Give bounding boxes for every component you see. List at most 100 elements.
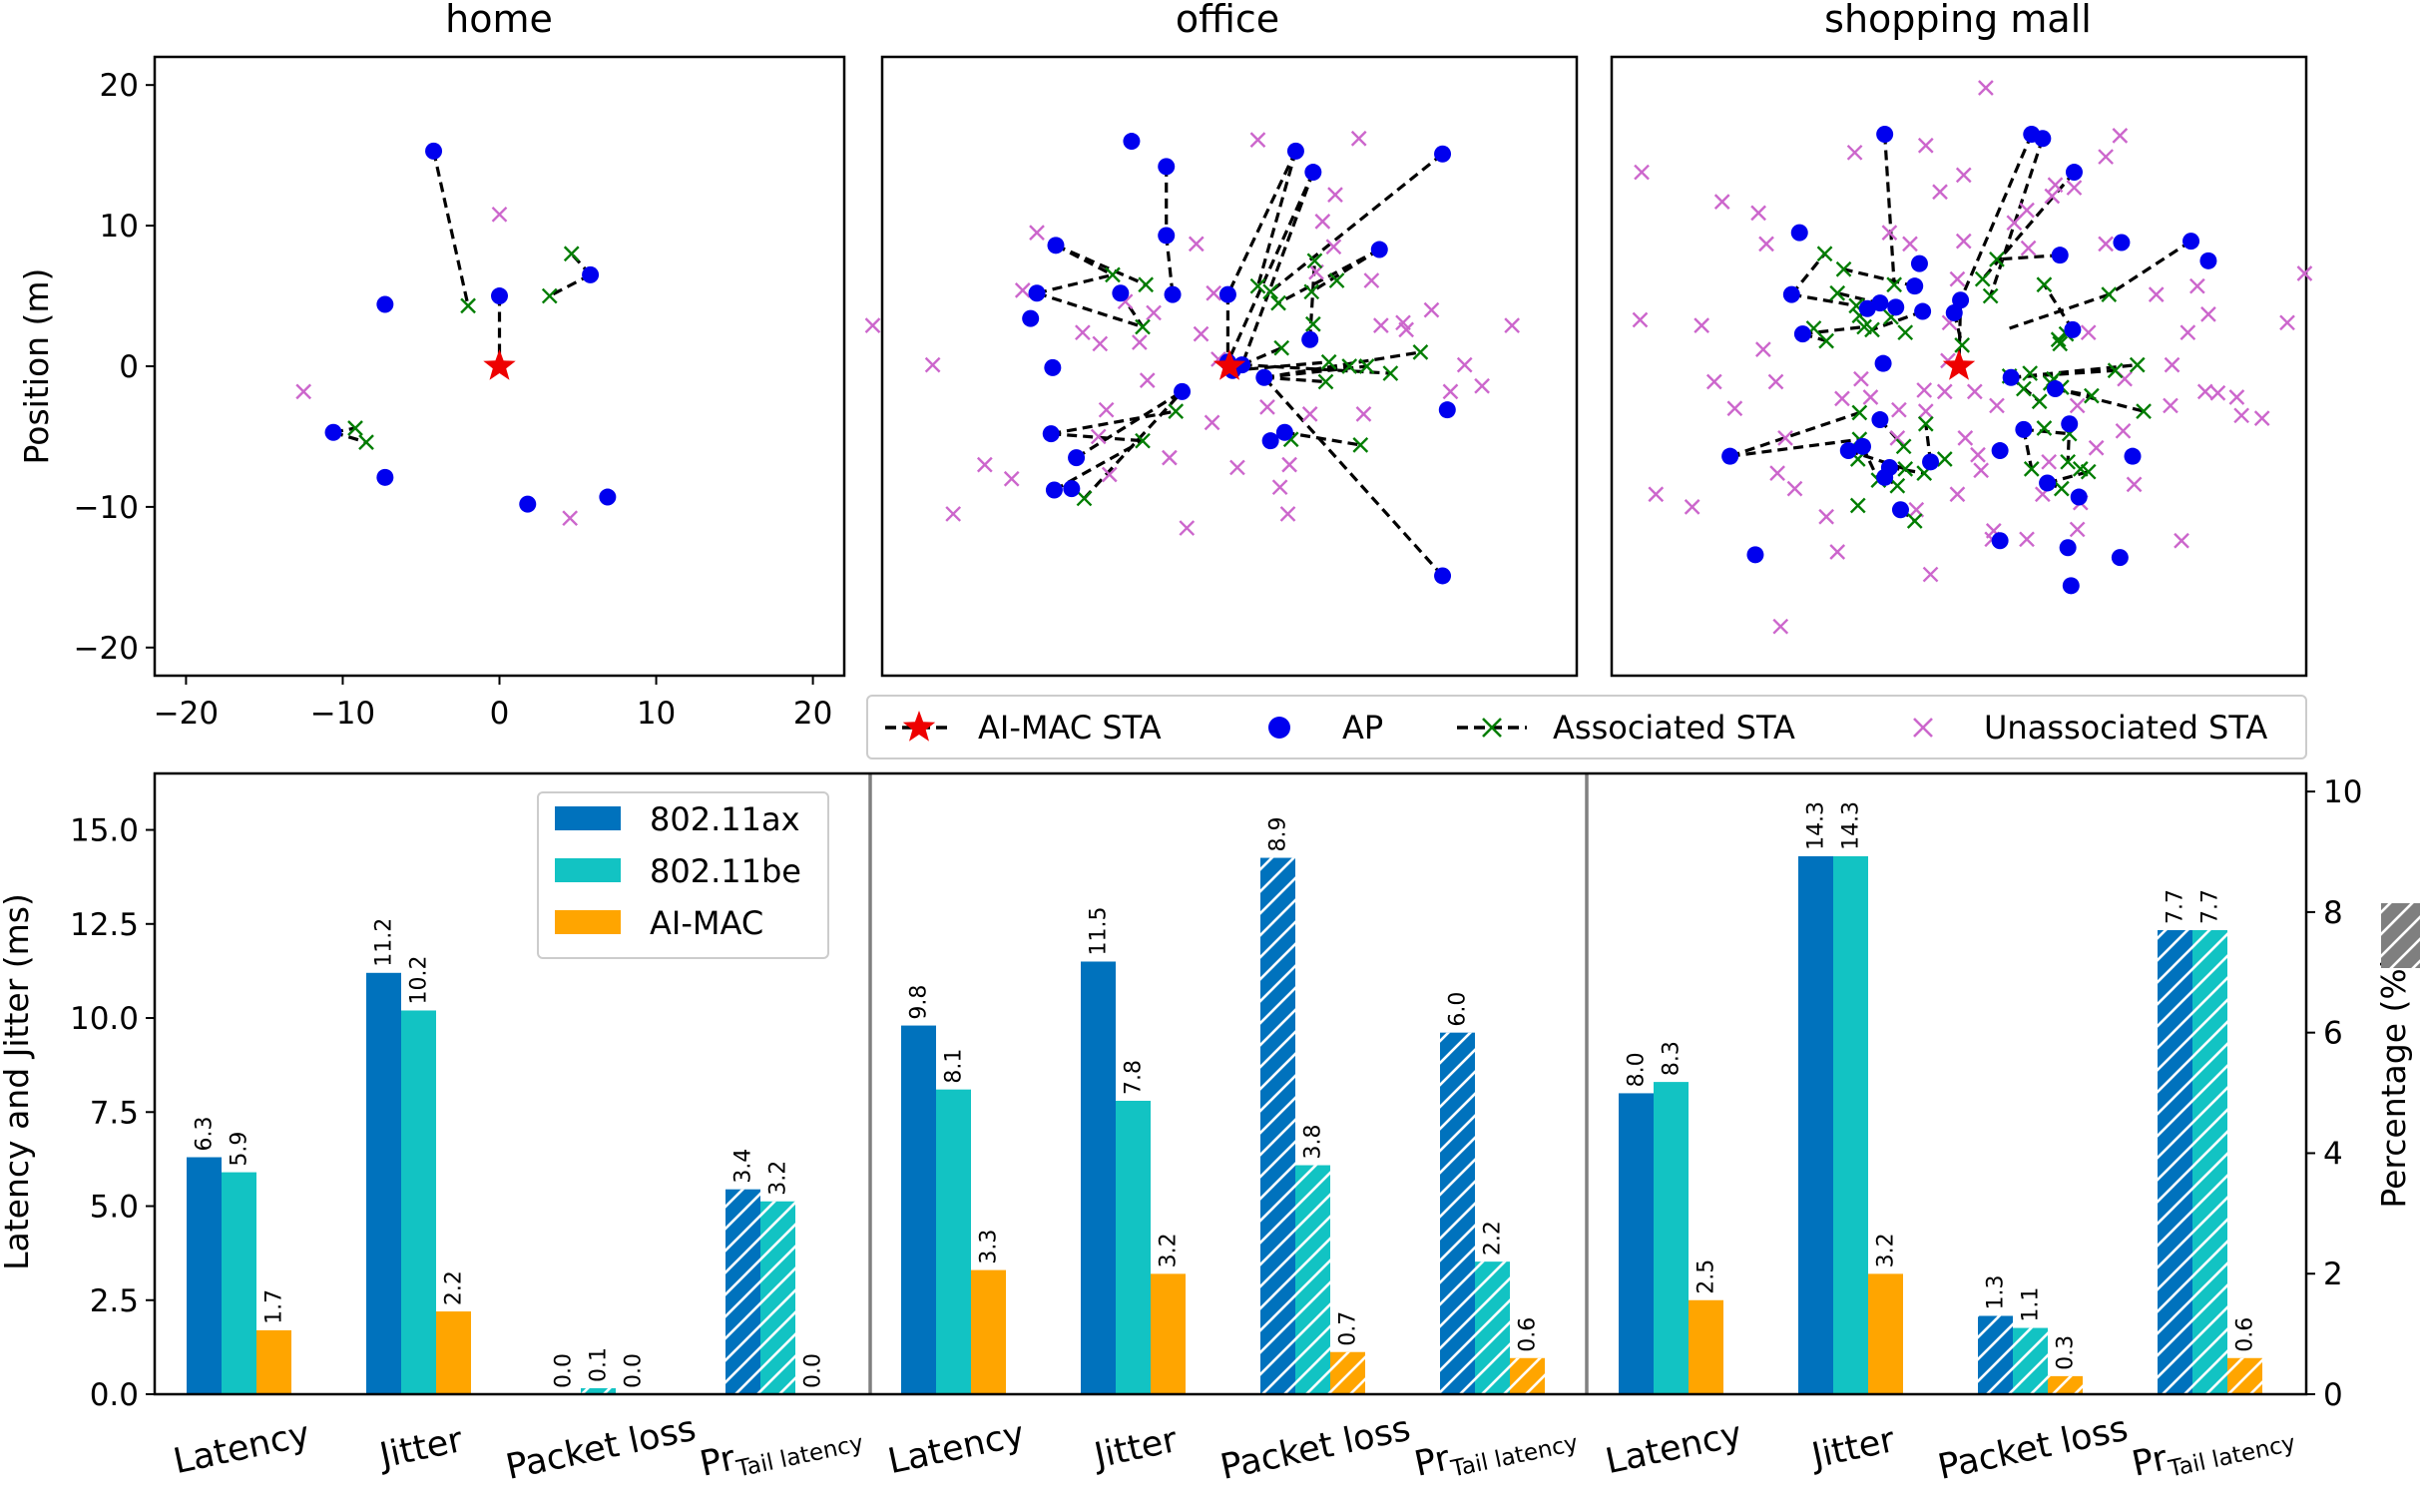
unassoc-sta-53 [2044, 188, 2061, 205]
unassoc-sta-76 [2228, 389, 2245, 405]
unassoc-sta-14-b [1772, 618, 1789, 635]
assoc-link-22 [1729, 410, 1860, 458]
unassoc-sta-24 [1249, 132, 1266, 148]
unassoc-sta-66 [2126, 476, 2143, 493]
bar-value-label-1-1-2: 3.2 [1157, 1233, 1182, 1267]
unassoc-sta-28 [1279, 506, 1296, 522]
unassoc-sta-19 [1193, 325, 1210, 342]
assoc-sta-12 [1273, 339, 1290, 356]
category-label-2-2: Packet loss [1935, 1409, 2132, 1488]
unassoc-sta-19-b [1193, 325, 1210, 342]
category-label-1-1: Jitter [1089, 1420, 1181, 1477]
unassoc-sta-79-b [2279, 314, 2295, 331]
unassoc-sta-3 [1684, 499, 1700, 515]
unassoc-sta-62-b [2098, 236, 2114, 252]
ap-point-30 [1876, 468, 1894, 486]
bar-0-1-1 [401, 1010, 436, 1394]
category-label-main-2-2: Packet loss [1935, 1409, 2132, 1488]
assoc-link-11 [1269, 152, 1444, 293]
assoc-sta-13 [1320, 353, 1337, 370]
ap-point-27 [1434, 567, 1452, 585]
unassoc-sta-59-b [2080, 324, 2097, 341]
assoc-sta-12-b [1954, 337, 1971, 353]
assoc-link-7 [1843, 267, 1916, 288]
unassoc-sta-13 [1131, 334, 1148, 350]
right-tick-label-0: 0 [2323, 1377, 2343, 1413]
assoc-link-20 [2055, 386, 2145, 413]
unassoc-sta-49 [2019, 531, 2035, 548]
bar-value-label-1-3-2: 0.6 [1516, 1317, 1541, 1352]
right-tick-label-5: 10 [2323, 774, 2362, 810]
assoc-sta-1 [563, 246, 580, 262]
ap-point-11 [1112, 284, 1130, 302]
unassoc-sta-44-b [1504, 317, 1520, 333]
assoc-sta-1-b [1835, 260, 1852, 277]
unassoc-sta-24 [1889, 430, 1906, 446]
bar-0-0-2 [256, 1329, 291, 1394]
unassoc-sta-32 [1936, 383, 1953, 400]
unassoc-sta-62 [2098, 236, 2114, 252]
unassoc-sta-20 [1204, 414, 1220, 431]
unassoc-sta-40-b [1423, 301, 1440, 318]
unassoc-sta-8-b [1750, 205, 1766, 222]
assoc-sta-22-b [2084, 387, 2100, 404]
bar-value-label-0-3-0: 3.4 [731, 1149, 756, 1184]
assoc-sta-12-b [1273, 339, 1290, 356]
unassoc-sta-78 [2253, 410, 2270, 426]
assoc-sta-0 [1105, 266, 1121, 283]
x-tick-label-3: 10 [637, 696, 676, 732]
bar-value-label-0-0-0: 6.3 [193, 1117, 218, 1152]
assoc-sta-1 [1835, 260, 1852, 277]
bar-value-label-0-2-1: 0.1 [587, 1347, 612, 1382]
unassoc-sta-18 [1829, 544, 1846, 560]
bar-value-label-1-2-1: 3.8 [1301, 1125, 1326, 1160]
unassoc-sta-12 [1769, 465, 1785, 481]
unassoc-sta-10 [1090, 428, 1107, 445]
bar-value-label-2-2-2: 0.3 [2054, 1335, 2079, 1370]
ap-point-22 [2061, 415, 2079, 433]
unassoc-sta-18-b [1188, 236, 1205, 252]
assoc-sta-14 [1317, 373, 1334, 390]
assoc-link-1 [1255, 150, 1297, 287]
unassoc-sta-60 [2098, 149, 2114, 165]
unassoc-sta-76-b [2228, 389, 2245, 405]
unassoc-sta-6 [1713, 194, 1730, 210]
assoc-sta-0-b [1105, 266, 1121, 283]
star-icon [902, 711, 936, 742]
assoc-sta-8 [1262, 283, 1278, 300]
assoc-sta-27-b [1851, 404, 1868, 421]
unassoc-sta-25 [1259, 399, 1275, 415]
legend-label-associated-sta: Associated STA [1553, 709, 1795, 747]
ap-point-2 [1123, 133, 1141, 151]
bar-1-0-1 [936, 1089, 971, 1394]
unassoc-sta-18-b [1829, 544, 1846, 560]
plot-frame-shopping-mall [1610, 55, 2308, 678]
legend-item-ap: AP [1268, 709, 1383, 747]
legend-label-aimac: AI-MAC [650, 904, 763, 942]
assoc-sta-2-b [1829, 284, 1846, 301]
assoc-sta-14 [1982, 287, 1999, 304]
assoc-sta-18-b [2052, 335, 2069, 352]
unassoc-sta-56-b [2066, 180, 2083, 196]
y-axis-label-latency-jitter: Latency and Jitter (ms) [0, 893, 36, 1270]
ap-point-21 [2046, 380, 2064, 398]
bar-value-label-0-0-1: 5.9 [228, 1132, 252, 1167]
unassoc-sta-26 [1916, 382, 1933, 398]
left-tick-label-2: 5.0 [90, 1190, 139, 1226]
unassoc-sta-21-b [1206, 284, 1222, 301]
assoc-link-3 [1790, 252, 1826, 296]
assoc-sta-4-b [1135, 432, 1151, 449]
unassoc-sta-41 [1442, 383, 1459, 400]
unassoc-sta-1 [295, 383, 312, 400]
assoc-sta-37 [1906, 513, 1923, 529]
assoc-link-0 [1225, 150, 1297, 295]
unassoc-sta-5-b [1029, 225, 1045, 241]
category-label-0-2: Packet loss [503, 1409, 700, 1488]
unassoc-sta-44-b [1989, 397, 2005, 414]
assoc-link-5 [1165, 235, 1175, 295]
assoc-sta-11 [1886, 276, 1902, 293]
assoc-sta-26-b [2101, 286, 2118, 302]
left-tick-label-0: 0.0 [90, 1377, 139, 1413]
unassoc-sta-7-b [1075, 324, 1091, 341]
ap-point-5 [1047, 237, 1065, 254]
